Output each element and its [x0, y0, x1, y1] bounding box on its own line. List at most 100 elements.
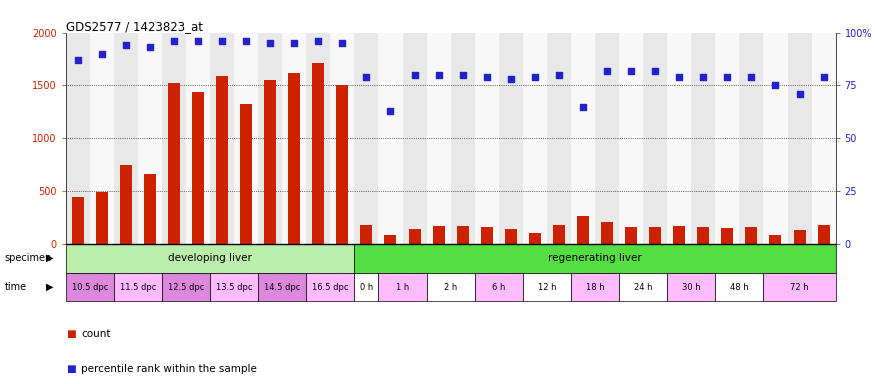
Text: 48 h: 48 h	[730, 283, 749, 291]
Bar	[769, 235, 781, 244]
Text: 2 h: 2 h	[444, 283, 458, 291]
Point	[528, 74, 542, 80]
Bar	[210, 273, 258, 301]
Bar	[264, 80, 276, 244]
Text: 18 h: 18 h	[585, 283, 605, 291]
Bar	[360, 225, 373, 244]
Point	[696, 74, 710, 80]
Text: count: count	[81, 329, 111, 339]
Bar	[505, 229, 517, 244]
Text: 12 h: 12 h	[537, 283, 556, 291]
Text: ■: ■	[66, 364, 75, 374]
Point	[745, 74, 759, 80]
Bar	[72, 197, 84, 244]
Point	[119, 42, 133, 48]
Bar	[162, 33, 186, 244]
Point	[408, 72, 422, 78]
Bar	[427, 33, 451, 244]
Bar	[120, 165, 132, 244]
Point	[143, 44, 157, 50]
Bar	[601, 222, 613, 244]
Bar	[379, 273, 427, 301]
Point	[552, 72, 566, 78]
Bar	[571, 33, 595, 244]
Text: ▶: ▶	[46, 282, 54, 292]
Bar	[354, 273, 379, 301]
Bar	[528, 233, 541, 244]
Bar	[240, 104, 252, 244]
Bar	[794, 230, 806, 244]
Bar	[763, 33, 788, 244]
Text: developing liver: developing liver	[168, 253, 252, 263]
Text: ■: ■	[66, 329, 75, 339]
Bar	[523, 273, 571, 301]
Point	[793, 91, 807, 97]
Bar	[186, 33, 210, 244]
Bar	[216, 76, 228, 244]
Bar	[649, 227, 662, 244]
Text: regenerating liver: regenerating liver	[548, 253, 642, 263]
Bar	[312, 63, 325, 244]
Point	[600, 68, 614, 74]
Bar	[553, 225, 565, 244]
Point	[672, 74, 686, 80]
Bar	[234, 33, 258, 244]
Bar	[697, 227, 710, 244]
Point	[94, 51, 108, 57]
Bar	[721, 228, 733, 244]
Point	[335, 40, 349, 46]
Point	[239, 38, 253, 44]
Text: specimen: specimen	[4, 253, 52, 263]
Bar	[192, 92, 204, 244]
Bar	[746, 227, 758, 244]
Bar	[451, 33, 475, 244]
Bar	[306, 33, 331, 244]
Text: 1 h: 1 h	[396, 283, 410, 291]
Point	[360, 74, 374, 80]
Bar	[282, 33, 306, 244]
Bar	[812, 33, 836, 244]
Bar	[480, 227, 493, 244]
Bar	[210, 33, 235, 244]
Bar	[763, 273, 836, 301]
Text: 14.5 dpc: 14.5 dpc	[264, 283, 300, 291]
Point	[576, 104, 590, 110]
Point	[191, 38, 205, 44]
Point	[720, 74, 734, 80]
Point	[312, 38, 326, 44]
Bar	[643, 33, 668, 244]
Bar	[432, 226, 444, 244]
Bar	[162, 273, 210, 301]
Bar	[668, 273, 716, 301]
Text: 0 h: 0 h	[360, 283, 373, 291]
Bar	[499, 33, 523, 244]
Bar	[138, 33, 162, 244]
Bar	[402, 33, 427, 244]
Text: ▶: ▶	[46, 253, 54, 263]
Text: 6 h: 6 h	[492, 283, 506, 291]
Point	[215, 38, 229, 44]
Bar	[788, 33, 812, 244]
Bar	[331, 33, 354, 244]
Text: 11.5 dpc: 11.5 dpc	[120, 283, 156, 291]
Bar	[354, 33, 379, 244]
Point	[624, 68, 638, 74]
Bar	[384, 235, 396, 244]
Text: 13.5 dpc: 13.5 dpc	[216, 283, 252, 291]
Text: GDS2577 / 1423823_at: GDS2577 / 1423823_at	[66, 20, 203, 33]
Point	[648, 68, 662, 74]
Bar	[427, 273, 475, 301]
Bar	[547, 33, 571, 244]
Bar	[258, 33, 282, 244]
Point	[768, 83, 782, 89]
Bar	[739, 33, 763, 244]
Point	[816, 74, 830, 80]
Point	[287, 40, 301, 46]
Bar	[144, 174, 156, 244]
Bar	[409, 229, 421, 244]
Text: 24 h: 24 h	[634, 283, 653, 291]
Bar	[716, 273, 763, 301]
Bar	[114, 273, 162, 301]
Bar	[577, 217, 589, 244]
Point	[431, 72, 445, 78]
